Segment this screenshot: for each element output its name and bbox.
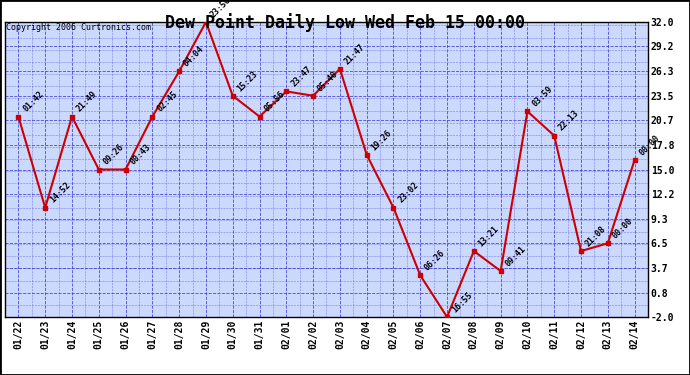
Text: 15:23: 15:23 (235, 69, 259, 93)
Text: 05:40: 05:40 (316, 69, 340, 93)
Text: Copyright 2006 Curtronics.com: Copyright 2006 Curtronics.com (6, 24, 151, 33)
Text: 00:00: 00:00 (638, 133, 662, 157)
Text: 09:26: 09:26 (101, 142, 126, 167)
Text: 19:26: 19:26 (369, 128, 393, 152)
Text: 03:59: 03:59 (530, 84, 554, 109)
Text: 23:02: 23:02 (396, 181, 420, 205)
Text: 09:41: 09:41 (504, 244, 527, 268)
Text: 22:13: 22:13 (557, 109, 581, 133)
Text: 16:55: 16:55 (450, 290, 474, 314)
Text: 14:52: 14:52 (48, 181, 72, 205)
Text: Dew Point Daily Low Wed Feb 15 00:00: Dew Point Daily Low Wed Feb 15 00:00 (165, 13, 525, 32)
Text: 02:45: 02:45 (155, 90, 179, 114)
Text: 04:04: 04:04 (182, 45, 206, 69)
Text: 13:21: 13:21 (477, 224, 501, 248)
Text: 21:49: 21:49 (75, 90, 99, 114)
Text: 01:42: 01:42 (21, 90, 46, 114)
Text: 05:56: 05:56 (262, 90, 286, 114)
Text: 00:00: 00:00 (611, 216, 635, 240)
Text: 21:08: 21:08 (584, 224, 608, 248)
Text: 23:56: 23:56 (208, 0, 233, 19)
Text: 06:26: 06:26 (423, 249, 447, 273)
Text: 23:47: 23:47 (289, 64, 313, 88)
Text: 21:47: 21:47 (343, 42, 366, 66)
Text: 00:43: 00:43 (128, 142, 152, 167)
